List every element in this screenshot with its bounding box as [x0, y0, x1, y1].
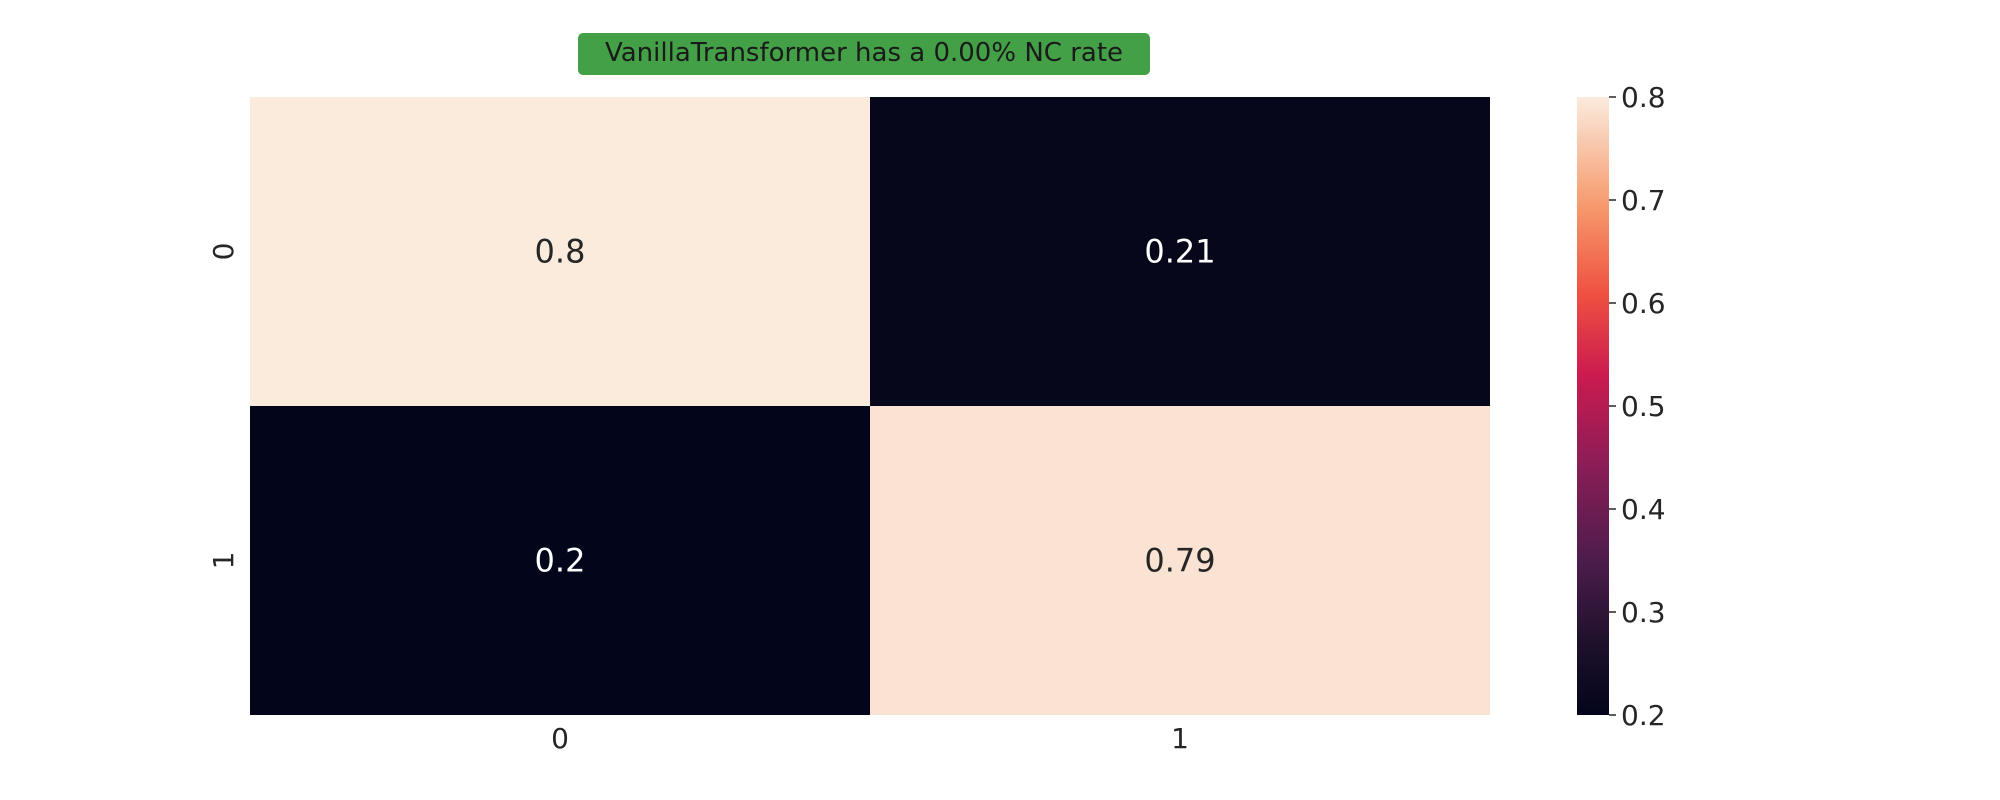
- heatmap-cell-labels: 0.8 0.21 0.2 0.79: [535, 233, 1216, 580]
- y-tick-label-1: 1: [207, 552, 240, 570]
- y-axis-ticks: 01: [207, 243, 240, 570]
- colorbar-gradient: [1577, 97, 1609, 715]
- heatmap-cell-0-0: [250, 97, 870, 406]
- colorbar: 0.2 0.3 0.4 0.5 0.6 0.7 0.8: [1577, 81, 1666, 732]
- colorbar-tick-label-5: 0.7: [1621, 184, 1666, 217]
- title-box: [578, 33, 1150, 75]
- y-tick-label-0: 0: [207, 243, 240, 261]
- cell-label-0-1: 0.21: [1144, 233, 1215, 271]
- heatmap-cell-0-1: [870, 97, 1490, 406]
- colorbar-tick-label-4: 0.6: [1621, 287, 1666, 320]
- heatmap-cells: [250, 97, 1490, 715]
- colorbar-tick-label-0: 0.2: [1621, 699, 1666, 732]
- colorbar-tick-label-3: 0.5: [1621, 390, 1666, 423]
- cell-label-1-1: 0.79: [1144, 542, 1215, 580]
- heatmap-cell-1-0: [250, 406, 870, 715]
- colorbar-tick-label-2: 0.4: [1621, 493, 1666, 526]
- cell-label-1-0: 0.2: [535, 542, 586, 580]
- title-text: VanillaTransformer has a 0.00% NC rate: [605, 38, 1123, 68]
- x-tick-label-0: 0: [551, 722, 569, 755]
- chart-title: VanillaTransformer has a 0.00% NC rate: [578, 33, 1150, 75]
- cell-label-0-0: 0.8: [535, 233, 586, 271]
- heatmap-cell-1-1: [870, 406, 1490, 715]
- x-tick-label-1: 1: [1171, 722, 1189, 755]
- colorbar-tick-label-6: 0.8: [1621, 81, 1666, 114]
- colorbar-ticks: 0.2 0.3 0.4 0.5 0.6 0.7 0.8: [1609, 81, 1666, 732]
- colorbar-tick-label-1: 0.3: [1621, 596, 1666, 629]
